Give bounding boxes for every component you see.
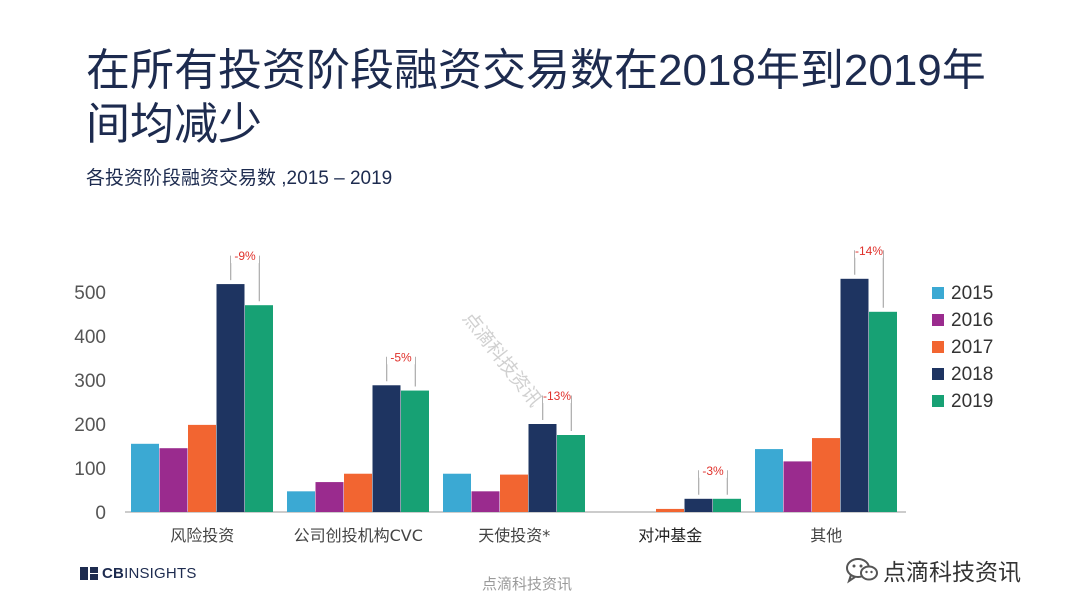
change-annotation: -13% (543, 389, 571, 403)
y-tick-label: 300 (74, 371, 106, 392)
change-annotation: -14% (855, 244, 883, 258)
bar-2018 (216, 284, 245, 512)
y-tick-label: 400 (74, 327, 106, 348)
change-annotation: -5% (390, 350, 412, 364)
legend-label-2019: 2019 (951, 391, 993, 412)
bar-2019 (245, 305, 273, 512)
wechat-account: 点滴科技资讯 (845, 553, 1021, 587)
bar-2015 (131, 443, 159, 512)
legend-label-2018: 2018 (951, 364, 993, 385)
cbinsights-logo: CB INSIGHTS (80, 565, 197, 582)
bar-2019 (401, 390, 429, 512)
bar-2018 (684, 498, 713, 512)
change-annotation-bg (699, 462, 727, 478)
cbinsights-logo-icon (80, 567, 98, 580)
wechat-icon (846, 558, 878, 584)
bar-2017 (188, 424, 216, 512)
bar-2018 (528, 424, 557, 512)
legend-label-2016: 2016 (951, 310, 993, 331)
y-tick-label: 100 (74, 459, 106, 480)
bar-2016 (471, 491, 500, 512)
logo-insights: INSIGHTS (124, 565, 197, 582)
legend-swatch-2018 (932, 368, 944, 380)
x-tick-label: 天使投资* (478, 526, 550, 545)
x-tick-label: 对冲基金 (638, 526, 702, 545)
change-annotation-bg (231, 248, 259, 264)
change-annotation-bg (387, 349, 415, 365)
bar-2019 (713, 498, 741, 512)
legend-swatch-2017 (932, 341, 944, 353)
bar-2019 (557, 435, 585, 512)
legend-swatch-2015 (932, 287, 944, 299)
bar-2016 (159, 448, 188, 512)
bar-2015 (755, 449, 783, 512)
bar-2015 (443, 473, 471, 512)
bar-2017 (656, 508, 684, 512)
y-tick-label: 200 (74, 415, 106, 436)
logo-cb: CB (102, 565, 125, 582)
change-annotation-bg (543, 388, 571, 403)
change-annotation-bg (855, 242, 883, 258)
chart-subtitle: 各投资阶段融资交易数 ,2015 – 2019 (86, 168, 393, 189)
bar-2017 (500, 474, 528, 512)
bottom-watermark: 点滴科技资讯 (482, 575, 573, 593)
change-annotation: -3% (702, 464, 724, 478)
page-title: 在所有投资阶段融资交易数在2018年到2019年间均减少 (86, 46, 986, 149)
bar-2018 (840, 278, 869, 512)
bar-2017 (344, 473, 372, 512)
x-tick-label: 其他 (810, 526, 842, 545)
legend-swatch-2019 (932, 395, 944, 407)
legend-label-2015: 2015 (951, 283, 993, 304)
bar-2019 (869, 311, 897, 512)
legend-swatch-2016 (932, 314, 944, 326)
bar-2017 (812, 438, 840, 512)
x-tick-label: 风险投资 (170, 526, 234, 545)
bar-2016 (783, 461, 812, 512)
bar-2018 (372, 385, 401, 512)
y-tick-label: 500 (74, 283, 106, 304)
legend-label-2017: 2017 (951, 337, 993, 358)
bar-2015 (287, 491, 315, 512)
wechat-account-label: 点滴科技资讯 (883, 559, 1021, 585)
x-tick-label: 公司创投机构CVC (294, 526, 423, 545)
change-annotation: -9% (234, 249, 256, 263)
bar-2016 (315, 482, 344, 512)
y-tick-label: 0 (95, 503, 106, 524)
